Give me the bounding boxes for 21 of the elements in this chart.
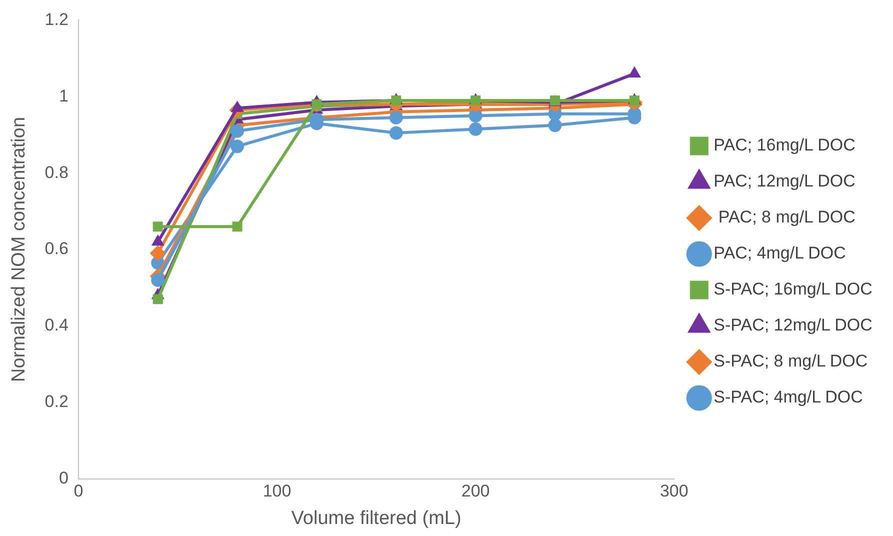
y-tick-label: 0.2 xyxy=(44,392,68,412)
legend-label: S-PAC; 8 mg/L DOC xyxy=(714,352,868,371)
y-axis-title: Normalized NOM concentration xyxy=(8,116,30,382)
legend-label: S-PAC; 12mg/L DOC xyxy=(714,316,872,335)
x-tick-label: 200 xyxy=(461,482,490,501)
legend-label: PAC; 4mg/L DOC xyxy=(714,244,846,263)
x-tick-label: 100 xyxy=(262,482,292,501)
y-tick-label: 0.6 xyxy=(44,239,68,258)
legend-label: PAC; 16mg/L DOC xyxy=(714,136,856,155)
legend-label: S-PAC; 4mg/L DOC xyxy=(714,388,863,407)
y-tick-label: 1.2 xyxy=(44,10,68,29)
legend-label: S-PAC; 16mg/L DOC xyxy=(714,280,872,299)
legend-label: PAC; 12mg/L DOC xyxy=(714,172,856,191)
y-tick-label: 1 xyxy=(58,86,68,106)
legend-label: PAC; 8 mg/L DOC xyxy=(714,208,856,227)
y-tick-label: 0.8 xyxy=(44,162,68,182)
y-tick-label: 0 xyxy=(58,468,68,488)
y-tick-label: 0.4 xyxy=(44,316,68,335)
x-tick-label: 300 xyxy=(660,482,688,501)
x-axis-title: Volume filtered (mL) xyxy=(291,508,462,529)
x-tick-label: 0 xyxy=(74,482,84,501)
